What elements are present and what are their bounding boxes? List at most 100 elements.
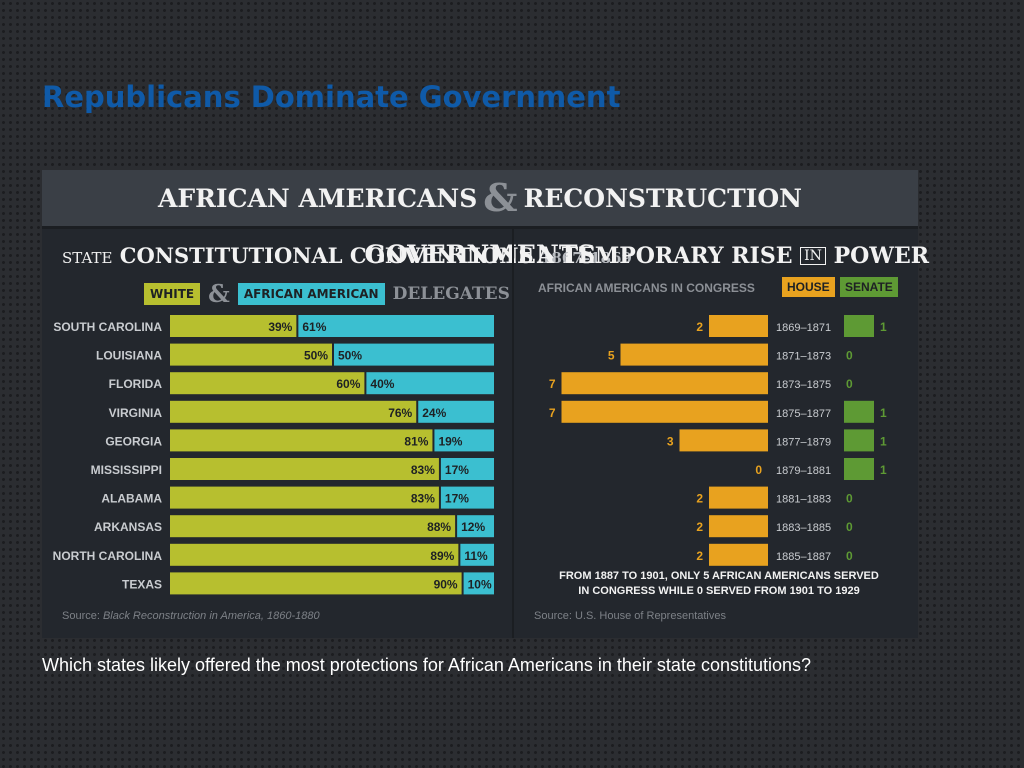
senate-bar — [844, 400, 874, 423]
conventions-panel: STATE CONSTITUTIONAL CONVENTIONS 1867–18… — [42, 229, 632, 638]
white-value-label: 60% — [336, 377, 360, 391]
white-value-label: 50% — [304, 349, 328, 363]
state-label: LOUISIANA — [96, 349, 162, 363]
conventions-title: STATE CONSTITUTIONAL CONVENTIONS 1867–18… — [62, 243, 632, 268]
white-value-label: 83% — [411, 492, 435, 506]
congress-title-b: POWER — [833, 243, 930, 269]
african-american-bar — [457, 515, 494, 538]
house-bar — [709, 515, 768, 538]
african-american-value-label: 12% — [461, 520, 485, 534]
african-american-value-label: 17% — [445, 492, 469, 506]
legend-senate: SENATE — [840, 277, 898, 297]
white-bar — [170, 515, 456, 538]
congress-period-label: 1885–1887 — [776, 551, 831, 563]
slide-question: Which states likely offered the most pro… — [42, 655, 812, 675]
african-american-bar — [463, 572, 494, 595]
congress-footnote: FROM 1887 TO 1901, ONLY 5 AFRICAN AMERIC… — [534, 569, 904, 599]
congress-footnote-line2: IN CONGRESS WHILE 0 SERVED FROM 1901 TO … — [578, 585, 860, 597]
house-value-label: 2 — [696, 549, 703, 563]
conventions-legend: WHITE & AFRICAN AMERICAN DELEGATES — [144, 279, 510, 308]
house-value-label: 5 — [608, 349, 615, 363]
congress-period-label: 1869–1871 — [776, 322, 831, 334]
white-value-label: 89% — [430, 549, 454, 563]
african-american-bar — [418, 400, 494, 423]
state-label: GEORGIA — [105, 434, 162, 448]
white-bar — [170, 315, 297, 337]
white-value-label: 88% — [427, 520, 451, 534]
white-bar — [170, 486, 439, 509]
house-bar — [709, 543, 768, 566]
slide-title: Republicans Dominate Government — [42, 80, 621, 114]
house-value-label: 2 — [696, 320, 703, 334]
senate-value-label: 1 — [880, 320, 887, 334]
conventions-source-label: Source: — [62, 610, 103, 622]
legend-ampersand: & — [208, 279, 230, 308]
senate-value-label: 0 — [846, 520, 853, 534]
congress-period-label: 1875–1877 — [776, 408, 831, 420]
house-bar — [679, 429, 768, 452]
african-american-bar — [298, 315, 494, 337]
header-right-text: RECONSTRUCTION GOVERNMENTS — [364, 184, 802, 269]
white-bar — [170, 572, 462, 595]
conventions-chart: SOUTH CAROLINA 39% 61% LOUISIANA 50% 50% FLORI… — [53, 315, 494, 595]
african-american-bar — [440, 458, 494, 480]
house-value-label: 2 — [696, 492, 703, 506]
house-bar — [561, 372, 768, 395]
conventions-years: 1867–1869 — [540, 249, 632, 267]
house-bar — [709, 486, 768, 509]
african-american-bar — [440, 486, 494, 509]
conventions-title-prefix: STATE — [62, 249, 113, 267]
state-label: ARKANSAS — [94, 520, 162, 534]
african-american-value-label: 11% — [464, 549, 488, 563]
congress-chart: 2 1869–1871 1 5 1871–1873 0 7 1873–1875 0 7 1875–1… — [549, 315, 887, 566]
senate-value-label: 1 — [880, 434, 887, 448]
congress-period-label: 1873–1875 — [776, 379, 831, 391]
legend-african-american: AFRICAN AMERICAN — [237, 282, 385, 305]
white-bar — [170, 343, 332, 366]
white-bar — [170, 429, 433, 452]
african-american-value-label: 17% — [445, 463, 469, 477]
african-american-bar — [434, 429, 494, 452]
legend-delegates: DELEGATES — [392, 283, 510, 304]
senate-value-label: 1 — [880, 406, 887, 420]
senate-value-label: 0 — [846, 349, 853, 363]
african-american-bar — [460, 543, 494, 566]
conventions-source: Source: Black Reconstruction in America,… — [62, 610, 320, 622]
senate-value-label: 0 — [846, 492, 853, 506]
congress-period-label: 1883–1885 — [776, 522, 831, 534]
conventions-title-main: CONSTITUTIONAL CONVENTIONS — [119, 243, 534, 268]
white-bar — [170, 458, 439, 480]
senate-bar — [844, 315, 874, 337]
congress-period-label: 1871–1873 — [776, 351, 831, 363]
african-american-bar — [366, 372, 494, 395]
congress-title-in: IN — [800, 247, 826, 265]
state-label: VIRGINIA — [109, 406, 163, 420]
african-american-bar — [334, 343, 494, 366]
senate-value-label: 0 — [846, 377, 853, 391]
header-ampersand: & — [483, 175, 518, 220]
legend-white: WHITE — [144, 282, 201, 305]
senate-bar — [844, 429, 874, 452]
legend-house: HOUSE — [782, 277, 835, 297]
african-american-value-label: 24% — [422, 406, 446, 420]
congress-period-label: 1877–1879 — [776, 436, 831, 448]
white-bar — [170, 400, 417, 423]
house-value-label: 7 — [549, 377, 556, 391]
white-value-label: 90% — [434, 577, 458, 591]
congress-period-label: 1879–1881 — [776, 465, 831, 477]
house-bar — [561, 400, 768, 423]
african-american-value-label: 10% — [468, 577, 492, 591]
congress-source: Source: U.S. House of Representatives — [534, 610, 726, 622]
state-label: SOUTH CAROLINA — [53, 320, 162, 334]
senate-bar — [844, 458, 874, 480]
african-american-value-label: 19% — [438, 434, 462, 448]
white-bar — [170, 372, 365, 395]
white-value-label: 39% — [268, 320, 292, 334]
house-value-label: 7 — [549, 406, 556, 420]
senate-value-label: 0 — [846, 549, 853, 563]
white-bar — [170, 543, 459, 566]
congress-panel: A TEMPORARY RISE IN POWER AFRICAN AMERIC… — [512, 229, 929, 638]
congress-title: A TEMPORARY RISE IN POWER — [537, 243, 929, 269]
african-american-value-label: 50% — [338, 349, 362, 363]
house-bar — [709, 315, 768, 337]
